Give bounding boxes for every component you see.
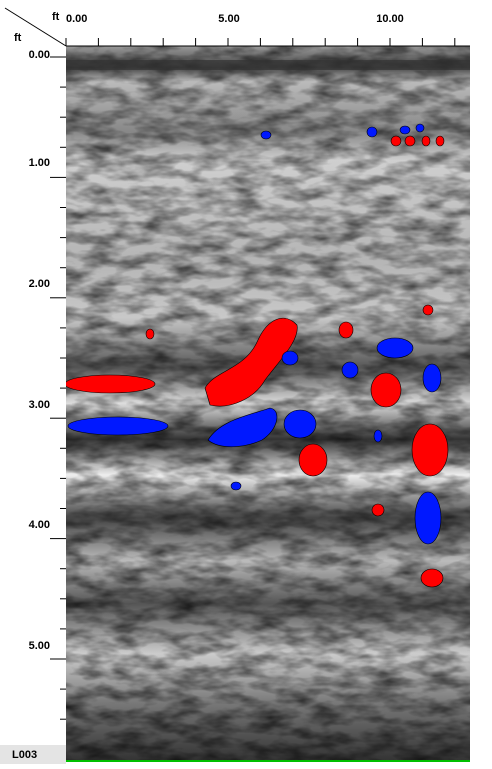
blue-anomalies (67, 123, 442, 545)
y-tick-label: 2.00 (29, 278, 50, 290)
red-anomalies (66, 135, 449, 588)
x-tick-label: 10.00 (376, 13, 404, 25)
y-tick-label: 1.00 (29, 157, 50, 169)
x-ticks (65, 38, 456, 46)
x-tick-label: 0.00 (66, 13, 87, 25)
y-tick-label: 0.00 (29, 49, 50, 61)
line-label: L003 (12, 749, 37, 761)
x-tick-label: 5.00 (218, 13, 239, 25)
y-ticks (50, 56, 66, 750)
y-tick-label: 5.00 (29, 640, 50, 652)
y-tick-label: 4.00 (29, 519, 50, 531)
y-tick-label: 3.00 (29, 399, 50, 411)
y-unit-label: ft (14, 32, 22, 44)
x-unit-label: ft (52, 11, 60, 23)
radargram (66, 46, 470, 761)
